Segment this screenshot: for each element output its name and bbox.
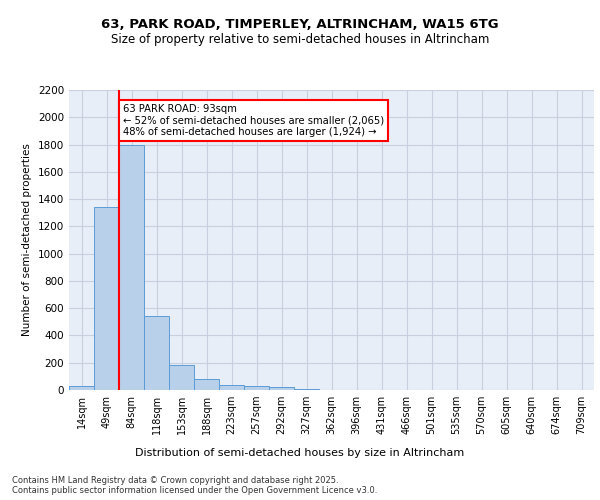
Text: Size of property relative to semi-detached houses in Altrincham: Size of property relative to semi-detach… <box>111 32 489 46</box>
Bar <box>294 388 319 390</box>
Bar <box>169 366 194 390</box>
Bar <box>94 208 119 390</box>
Text: 63, PARK ROAD, TIMPERLEY, ALTRINCHAM, WA15 6TG: 63, PARK ROAD, TIMPERLEY, ALTRINCHAM, WA… <box>101 18 499 30</box>
Y-axis label: Number of semi-detached properties: Number of semi-detached properties <box>22 144 32 336</box>
Bar <box>69 386 94 390</box>
Bar <box>244 386 269 390</box>
Text: Distribution of semi-detached houses by size in Altrincham: Distribution of semi-detached houses by … <box>136 448 464 458</box>
Bar <box>144 316 169 390</box>
Text: 63 PARK ROAD: 93sqm
← 52% of semi-detached houses are smaller (2,065)
48% of sem: 63 PARK ROAD: 93sqm ← 52% of semi-detach… <box>123 104 384 137</box>
Text: Contains HM Land Registry data © Crown copyright and database right 2025.
Contai: Contains HM Land Registry data © Crown c… <box>12 476 377 495</box>
Bar <box>219 385 244 390</box>
Bar <box>269 388 294 390</box>
Bar <box>194 379 219 390</box>
Bar <box>119 144 144 390</box>
